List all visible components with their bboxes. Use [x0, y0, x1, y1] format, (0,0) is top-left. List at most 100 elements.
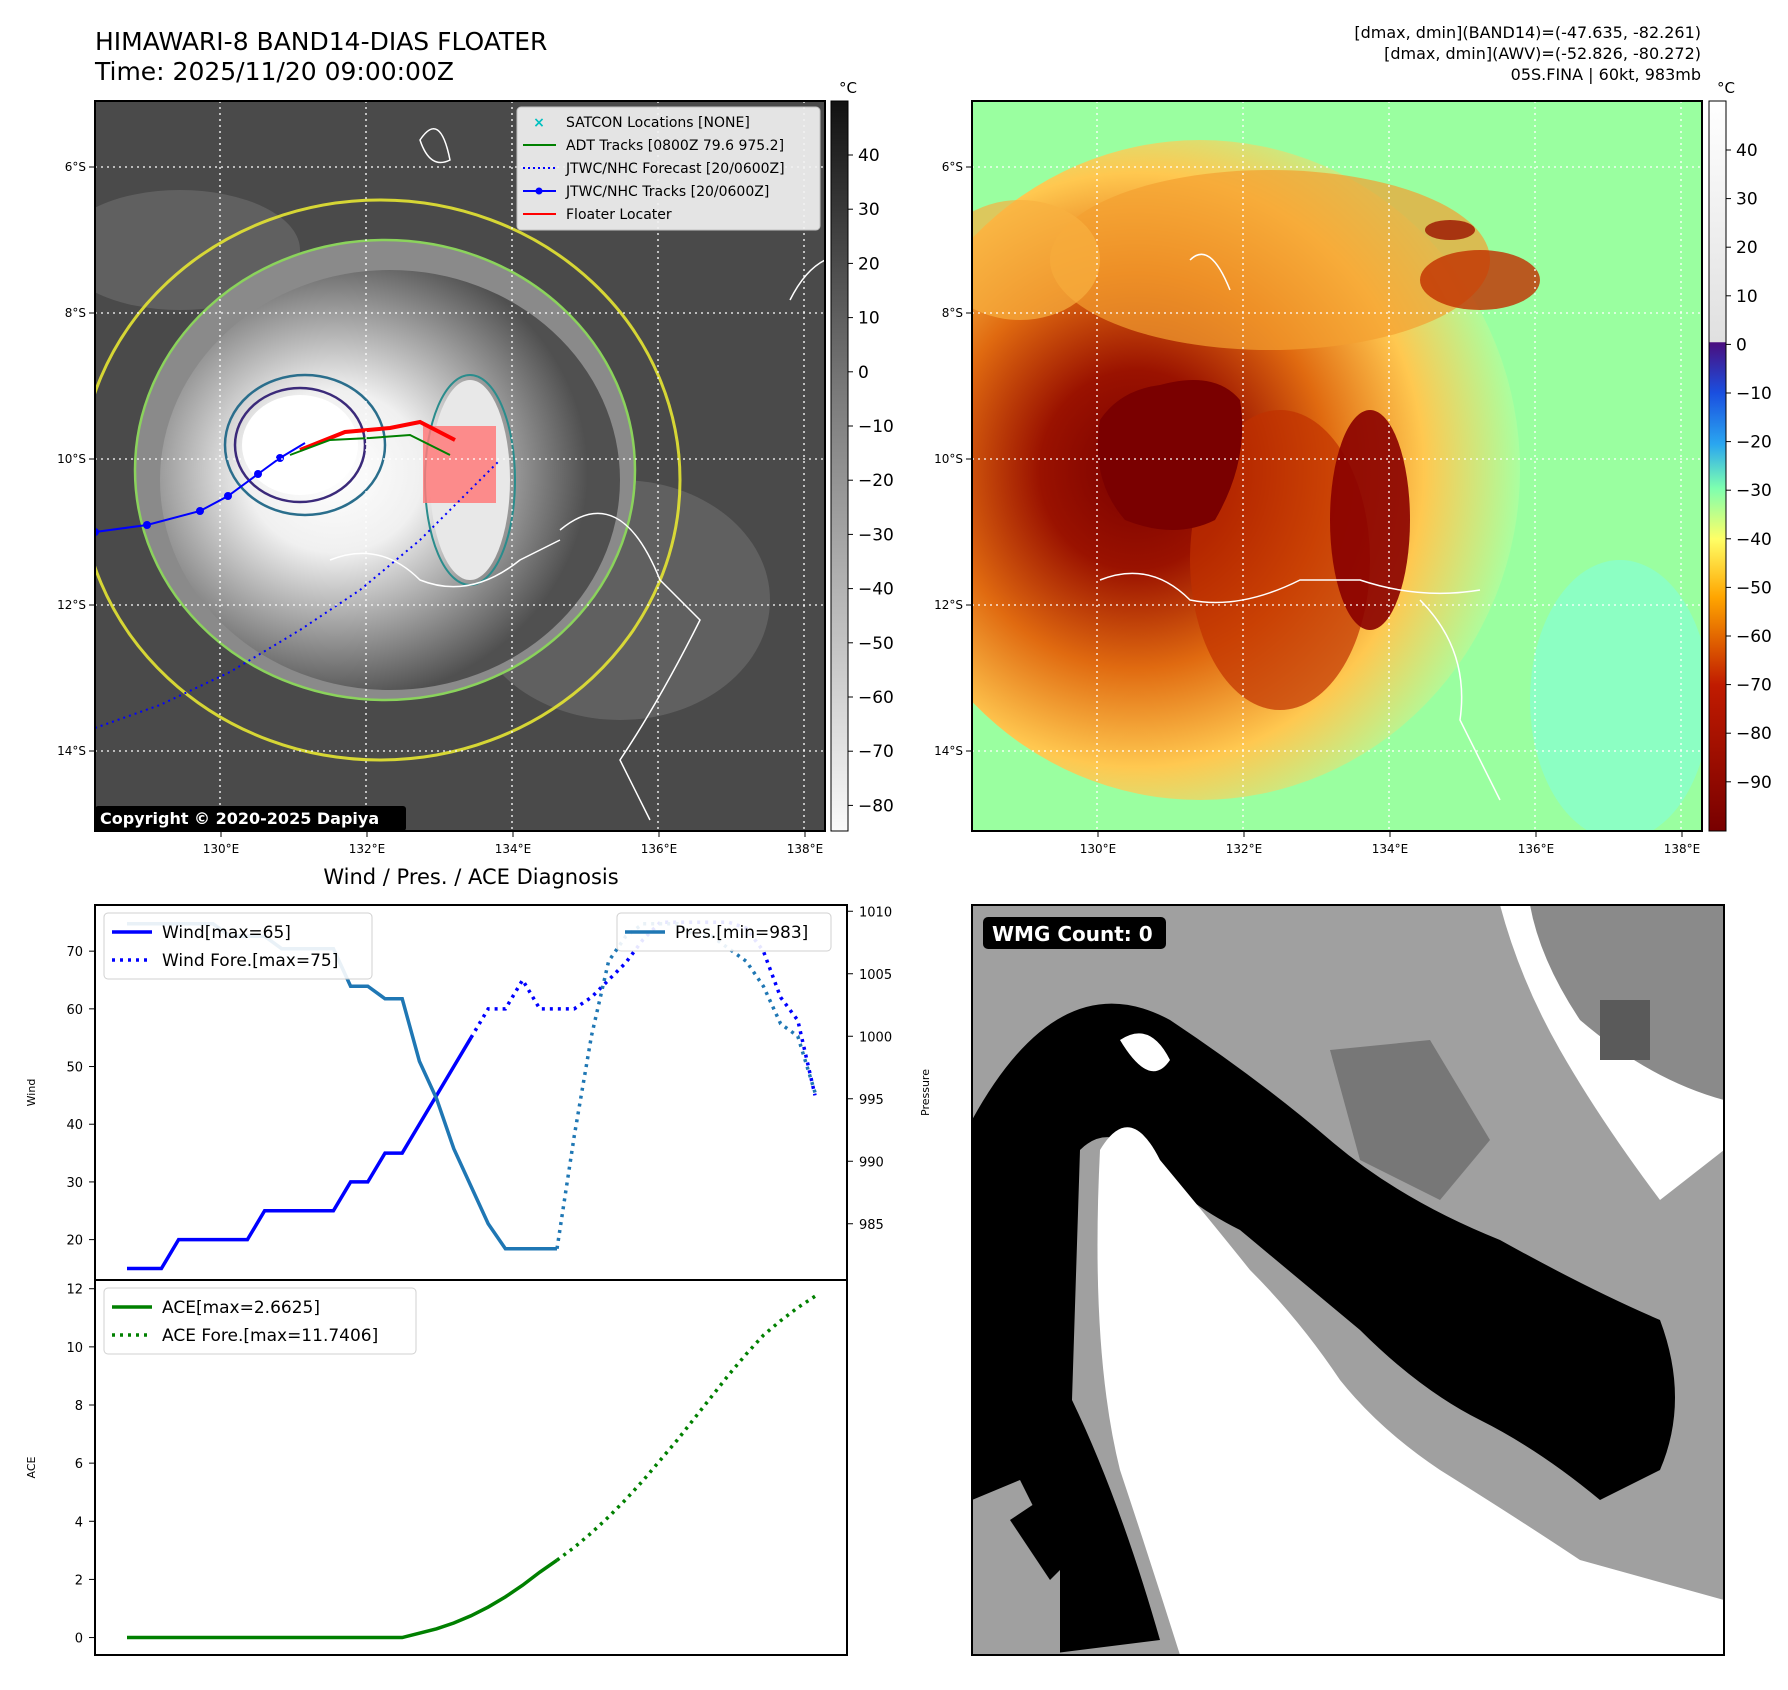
series-line: [127, 1036, 473, 1271]
series-line: [555, 1294, 816, 1562]
wv-colorbar-tick: 20: [1736, 238, 1758, 258]
wv-colorbar-tick: −30: [1736, 481, 1772, 501]
figure-time: Time: 2025/11/20 09:00:00Z: [94, 57, 454, 86]
ir-map-lat-tick: 6°S: [65, 160, 86, 174]
wv-colorbar-tick: −80: [1736, 724, 1772, 744]
ir-colorbar-unit: °C: [839, 79, 857, 97]
legend-label: Pres.[min=983]: [675, 923, 808, 943]
legend-label: ADT Tracks [0800Z 79.6 975.2]: [566, 138, 784, 154]
legend-label: JTWC/NHC Forecast [20/0600Z]: [565, 161, 785, 177]
ir-colorbar-tick: 0: [858, 363, 869, 383]
wv-colorbar-tick: −40: [1736, 530, 1772, 550]
wv-map-lat-tick: 6°S: [942, 160, 963, 174]
ir-colorbar-tick: −70: [858, 742, 894, 762]
legend-label: ACE[max=2.6625]: [162, 1298, 320, 1318]
y-right-tick-label: 1000: [859, 1030, 892, 1045]
y-tick-label: 8: [75, 1399, 83, 1414]
ir-map-lon-tick: 134°E: [495, 842, 532, 856]
ir-map-lat-tick: 14°S: [57, 744, 86, 758]
ir-colorbar-tick: −20: [858, 471, 894, 491]
legend-entry: × SATCON Locations [NONE]: [533, 115, 750, 131]
ir-colorbar-tick: 30: [858, 200, 880, 220]
wmg-count-label: WMG Count: 0: [992, 922, 1153, 946]
y-right-tick-label: 1005: [859, 968, 892, 983]
legend-x-marker: ×: [533, 115, 545, 131]
wv-map-lon-tick: 132°E: [1226, 842, 1263, 856]
legend-entry: Floater Locater: [523, 207, 672, 223]
wv-colorbar-tick: −50: [1736, 578, 1772, 598]
ir-colorbar: °C 40 30 20 10 0 −10 −20 −30 −40 −50 −60 −70 −80: [830, 79, 894, 832]
ir-map-lat-tick: 10°S: [57, 452, 86, 466]
y-tick-label: 12: [66, 1283, 83, 1298]
y-tick-label: 10: [66, 1341, 83, 1356]
stats-storm: 05S.FINA | 60kt, 983mb: [1511, 65, 1701, 84]
series-line: [127, 1558, 559, 1640]
ir-map-lat-tick: 12°S: [57, 598, 86, 612]
ir-colorbar-tick: −50: [858, 634, 894, 654]
ir-colorbar-tick: −60: [858, 688, 894, 708]
copyright-label: Copyright © 2020-2025 Dapiya: [100, 809, 379, 828]
y-right-tick-label: 985: [859, 1218, 884, 1233]
legend-marker: [535, 187, 543, 195]
stats-awv: [dmax, dmin](AWV)=(-52.826, -80.272): [1384, 44, 1701, 63]
legend-entry: JTWC/NHC Tracks [20/0600Z]: [523, 184, 769, 200]
legend-label: Floater Locater: [566, 207, 672, 223]
ir-colorbar-tick: 40: [858, 146, 880, 166]
ir-map-lon-tick: 136°E: [641, 842, 678, 856]
legend-label: Wind[max=65]: [162, 923, 291, 943]
ir-map-lon-tick: 138°E: [787, 842, 824, 856]
y-tick-label: 0: [75, 1632, 83, 1647]
ace-chart: 0 2 4 6 8 10 12 ACE ACE[max=2.6625] ACE Fore.[max…: [25, 1279, 848, 1656]
y-right-axis-label: Pressure: [919, 1069, 932, 1116]
ir-colorbar-tick: −40: [858, 580, 894, 600]
wv-colorbar: °C 40 30 20 10 0 −10 −20 −30 −40 −50 −60 −70 −80 −90: [1708, 79, 1772, 832]
wv-map-lon-tick: 134°E: [1372, 842, 1409, 856]
legend-label: JTWC/NHC Tracks [20/0600Z]: [565, 184, 769, 200]
wv-map-lat-tick: 14°S: [934, 744, 963, 758]
chart-legend: Pres.[min=983]: [616, 912, 832, 952]
y-tick-label: 50: [66, 1061, 83, 1076]
y-tick-label: 60: [66, 1003, 83, 1018]
ir-map-lat-tick: 8°S: [65, 306, 86, 320]
diagnosis-title: Wind / Pres. / ACE Diagnosis: [323, 865, 618, 889]
y-tick-label: 20: [66, 1234, 83, 1249]
ir-map-panel: × SATCON Locations [NONE] ADT Tracks [0800…: [57, 79, 894, 856]
wv-map-lon-tick: 130°E: [1080, 842, 1117, 856]
figure-title: HIMAWARI-8 BAND14-DIAS FLOATER: [95, 27, 547, 56]
wv-colorbar-tick: 10: [1736, 287, 1758, 307]
map-legend: × SATCON Locations [NONE] ADT Tracks [0800…: [516, 106, 821, 231]
y-right-tick-label: 1010: [859, 905, 892, 920]
wv-colorbar-tick: −70: [1736, 676, 1772, 696]
wv-colorbar-tick: 40: [1736, 141, 1758, 161]
legend-label: ACE Fore.[max=11.7406]: [162, 1326, 378, 1346]
wv-map-lon-tick: 138°E: [1664, 842, 1701, 856]
y-tick-label: 30: [66, 1176, 83, 1191]
y-axis-label: Wind: [25, 1079, 38, 1107]
y-right-tick-label: 990: [859, 1155, 884, 1170]
legend-label: Wind Fore.[max=75]: [162, 951, 338, 971]
legend-label: SATCON Locations [NONE]: [566, 115, 750, 131]
y-tick-label: 2: [75, 1573, 83, 1588]
wv-colorbar-tick: 0: [1736, 335, 1747, 355]
wv-map-lat-tick: 10°S: [934, 452, 963, 466]
stats-band14: [dmax, dmin](BAND14)=(-47.635, -82.261): [1354, 23, 1701, 42]
wv-colorbar-tick: −90: [1736, 773, 1772, 793]
y-tick-label: 40: [66, 1118, 83, 1133]
ir-map-lon-tick: 130°E: [203, 842, 240, 856]
ir-colorbar-tick: −10: [858, 417, 894, 437]
y-tick-label: 4: [75, 1515, 83, 1530]
chart-legend: Wind[max=65] Wind Fore.[max=75]: [103, 912, 373, 980]
wv-map-panel: 130°E 132°E 134°E 136°E 138°E 6°S 8°S 10°S 12°S 1…: [934, 79, 1772, 856]
ir-colorbar-tick: −30: [858, 525, 894, 545]
wmg-panel: WMG Count: 0: [971, 904, 1725, 1656]
wv-map-lon-tick: 136°E: [1518, 842, 1555, 856]
wv-map-lat-tick: 12°S: [934, 598, 963, 612]
y-tick-label: 6: [75, 1457, 83, 1472]
y-axis-label: ACE: [25, 1456, 38, 1478]
ir-colorbar-tick: 20: [858, 254, 880, 274]
wv-colorbar-tick: −60: [1736, 627, 1772, 647]
wind-pressure-chart: 20 30 40 50 60 70 985 990 995 1000 1005 1010 Pressur…: [25, 904, 932, 1281]
ir-colorbar-tick: −80: [858, 796, 894, 816]
